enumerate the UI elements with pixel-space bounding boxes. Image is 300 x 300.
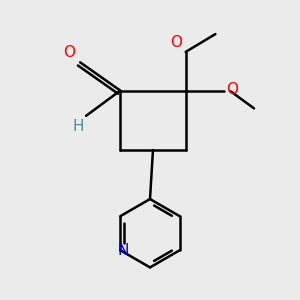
Text: H: H <box>72 119 84 134</box>
Text: O: O <box>170 35 182 50</box>
Text: N: N <box>117 243 128 258</box>
Text: O: O <box>63 45 75 60</box>
Text: O: O <box>226 82 238 98</box>
